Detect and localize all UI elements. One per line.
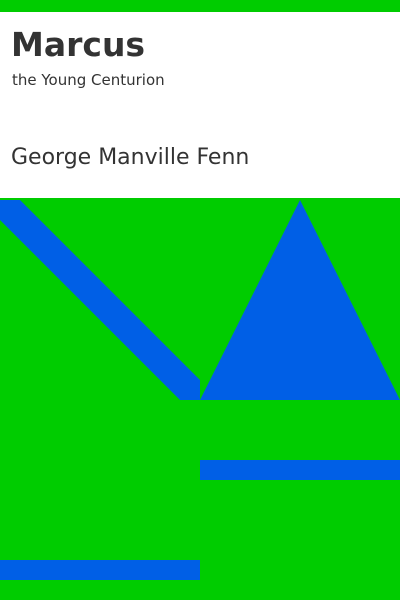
title-panel: Marcus the Young Centurion George Manvil… [0,12,400,198]
bottom-bar [0,560,200,580]
book-author: George Manville Fenn [11,145,250,170]
diagonal-band [0,200,200,400]
book-title: Marcus [11,25,146,64]
book-subtitle: the Young Centurion [12,71,165,89]
middle-bar [200,460,400,480]
triangle-shape [200,200,400,400]
